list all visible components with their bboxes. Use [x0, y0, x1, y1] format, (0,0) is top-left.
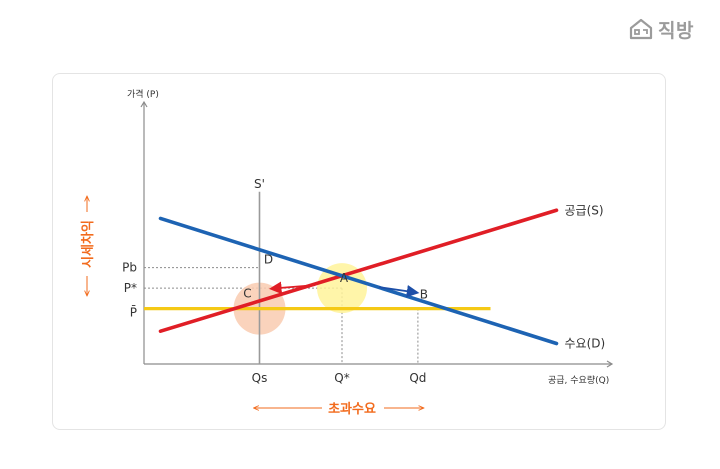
y-axis-arrowhead — [140, 100, 148, 108]
chart-card — [52, 73, 666, 430]
excess-demand-label-bg — [322, 399, 384, 417]
series-label-demand: 수요(D) — [565, 337, 606, 351]
tick-label-pstar: P* — [124, 281, 137, 295]
excess-demand-label: 초과수요 — [328, 402, 376, 417]
brand-name: 직방 — [658, 19, 694, 42]
equilibrium-highlight-circle — [317, 263, 367, 314]
y-axis-label: 가격 (P) — [127, 88, 159, 100]
x-axis-arrowhead — [606, 360, 614, 368]
axes — [140, 100, 614, 368]
x-axis-label: 공급, 수요량(Q) — [548, 374, 609, 386]
tick-label-qd: Qd — [409, 371, 426, 385]
arrow-to-c — [268, 281, 316, 295]
arrow-to-b — [378, 284, 420, 298]
point-label-b: B — [420, 288, 428, 302]
series-supply-line — [158, 208, 559, 334]
house-icon — [629, 18, 653, 40]
point-label-d: D — [264, 253, 273, 267]
series-demand-line — [158, 216, 559, 346]
series-label-sprime: S' — [254, 177, 265, 191]
point-label-c: C — [243, 287, 251, 301]
price-gap-label: 시세차익 — [80, 220, 96, 268]
tick-label-pb: Pb — [122, 261, 137, 275]
tick-label-qs: Qs — [252, 371, 268, 385]
brand-logo: 직방 — [628, 14, 694, 44]
tick-label-pbar: P̄ — [130, 305, 137, 319]
series-label-supply: 공급(S) — [565, 203, 604, 217]
point-label-a: A — [340, 271, 349, 285]
tick-label-qstar: Q* — [334, 371, 349, 385]
price-gap-label-bg — [79, 212, 95, 276]
